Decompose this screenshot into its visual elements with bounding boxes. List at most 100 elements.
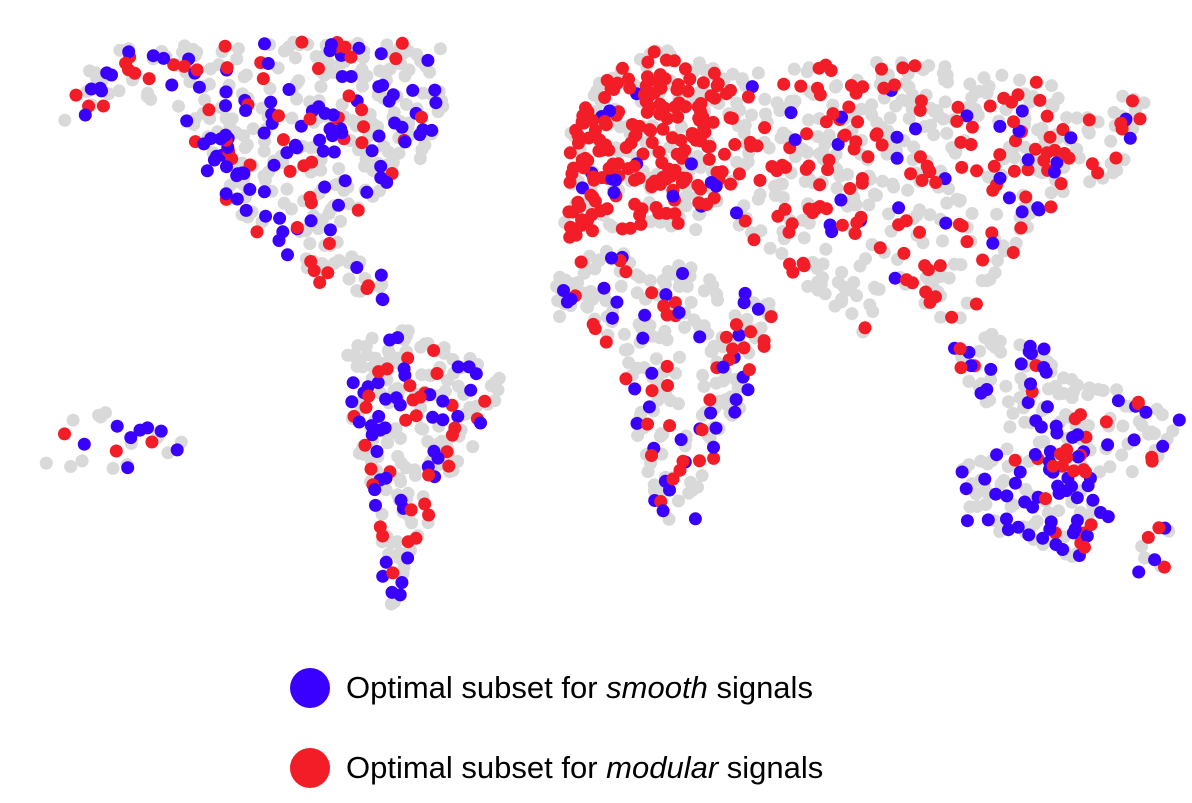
station-dot xyxy=(851,115,865,129)
station-dot xyxy=(737,341,751,355)
station-dot xyxy=(663,483,676,497)
station-dot xyxy=(598,115,612,128)
station-dot xyxy=(617,327,631,341)
station-dot xyxy=(811,283,825,297)
station-dot xyxy=(652,145,666,159)
station-dot xyxy=(703,273,717,287)
station-dot xyxy=(219,85,233,99)
station-dot xyxy=(865,98,879,112)
station-dot xyxy=(751,302,765,316)
station-dot xyxy=(1104,134,1118,148)
station-dot xyxy=(1060,111,1074,125)
station-dot xyxy=(1033,93,1047,107)
station-dot xyxy=(332,162,346,176)
station-dot xyxy=(653,429,667,443)
station-dot xyxy=(267,158,281,172)
station-dot xyxy=(673,350,686,364)
station-dot xyxy=(351,203,365,217)
legend-swatch xyxy=(290,748,330,788)
station-dot xyxy=(656,122,670,136)
station-dot xyxy=(386,88,400,102)
station-dot xyxy=(641,417,654,431)
station-dot xyxy=(414,421,428,435)
station-dot xyxy=(1006,246,1020,259)
station-dot xyxy=(1156,439,1170,453)
station-dot xyxy=(379,471,393,485)
station-dot xyxy=(577,266,591,280)
station-dot xyxy=(750,139,764,153)
station-dot xyxy=(892,201,906,215)
station-dot xyxy=(758,92,772,106)
station-dot xyxy=(776,126,790,140)
station-dot xyxy=(828,80,842,94)
station-dot xyxy=(258,37,271,51)
station-dot xyxy=(422,468,436,482)
station-dot xyxy=(609,173,622,187)
station-dot xyxy=(342,89,356,103)
station-dot xyxy=(559,273,572,287)
station-dot xyxy=(616,61,629,75)
station-dot xyxy=(180,114,194,128)
station-dot xyxy=(678,143,692,157)
station-dot xyxy=(838,128,852,142)
station-dot xyxy=(380,362,394,376)
station-dot xyxy=(579,101,592,115)
legend-text-part: signals xyxy=(718,750,823,785)
station-dot xyxy=(246,122,260,136)
station-dot xyxy=(272,109,285,123)
station-dot xyxy=(1030,514,1044,528)
station-dot xyxy=(393,472,407,486)
station-dot xyxy=(787,62,801,76)
station-dot xyxy=(745,108,758,122)
station-dot xyxy=(584,188,598,202)
station-dot xyxy=(674,133,688,147)
station-dot xyxy=(1080,529,1094,543)
station-dot xyxy=(1003,420,1017,434)
station-dot xyxy=(365,144,379,158)
station-dot xyxy=(630,416,644,430)
station-dot xyxy=(602,143,616,157)
station-dot xyxy=(386,566,400,580)
station-dot xyxy=(264,95,278,109)
station-dot xyxy=(813,178,827,192)
station-dot xyxy=(1148,427,1161,441)
station-dot xyxy=(592,144,606,158)
station-dot xyxy=(708,91,722,105)
station-dot xyxy=(861,150,875,164)
station-dot xyxy=(401,551,415,565)
station-dot xyxy=(1082,419,1095,432)
station-dot xyxy=(1024,377,1037,391)
station-dot xyxy=(671,216,685,230)
station-dot xyxy=(645,286,659,300)
station-dot xyxy=(462,360,476,374)
station-dot xyxy=(1021,163,1035,177)
station-dot xyxy=(688,512,702,526)
station-dot xyxy=(726,67,740,81)
station-dot xyxy=(1043,130,1057,144)
station-dot xyxy=(899,214,913,228)
station-dot xyxy=(702,152,716,166)
station-dot xyxy=(1125,465,1139,479)
station-dot xyxy=(914,94,928,108)
station-dot xyxy=(872,282,886,296)
station-dot xyxy=(869,128,883,142)
station-dot xyxy=(873,241,887,255)
station-dot xyxy=(344,50,358,64)
station-dot xyxy=(1013,338,1027,352)
station-dot xyxy=(430,367,444,380)
station-dot xyxy=(464,383,478,397)
station-dot xyxy=(75,454,89,468)
station-dot xyxy=(1009,134,1022,148)
station-dot xyxy=(663,419,677,433)
station-dot xyxy=(277,196,291,210)
station-dot xyxy=(947,257,961,271)
station-dot xyxy=(551,294,565,308)
station-dot xyxy=(684,157,698,171)
station-dot xyxy=(628,129,642,143)
station-dot xyxy=(404,503,418,517)
station-dot xyxy=(695,423,709,437)
station-dot xyxy=(263,82,277,96)
station-dot xyxy=(940,196,954,210)
station-dot xyxy=(427,344,441,357)
station-dot xyxy=(1079,465,1092,479)
